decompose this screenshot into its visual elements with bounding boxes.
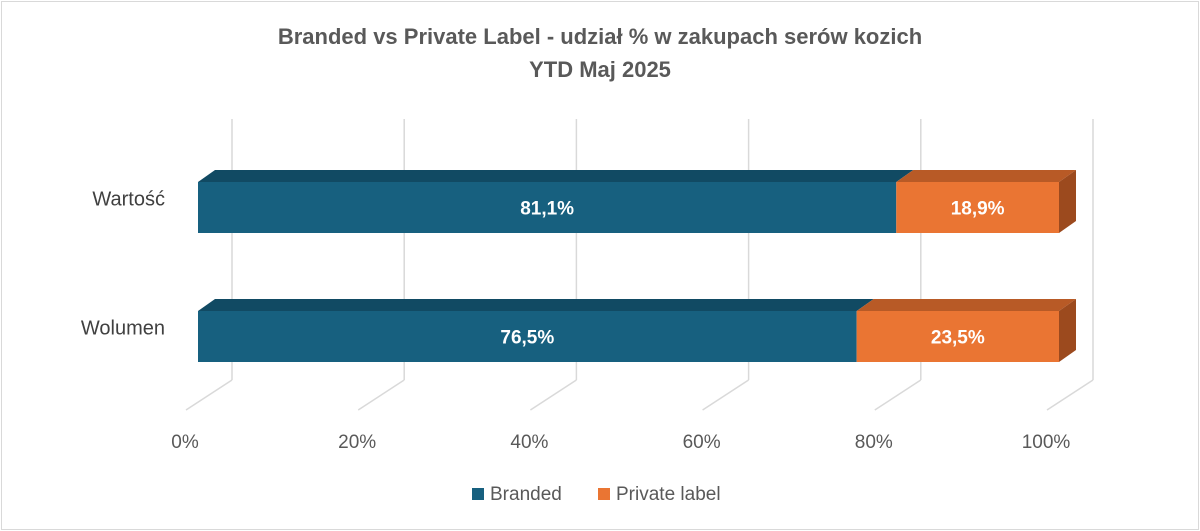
gridline-floor [529, 379, 577, 411]
gridline-floor [702, 379, 750, 411]
bar-side [1059, 299, 1076, 362]
tick-label: 20% [338, 432, 376, 453]
gridline-floor [874, 379, 922, 411]
data-label: 76,5% [500, 328, 554, 349]
legend-swatch [598, 488, 610, 500]
data-label: 81,1% [520, 199, 574, 220]
category-labels: Wartość Wolumen [81, 189, 165, 340]
bar-private-label-1 [856, 311, 1059, 362]
gridline-floor [185, 379, 233, 411]
data-label: 18,9% [951, 199, 1005, 220]
legend-label: Branded [490, 484, 562, 505]
tick-label: 100% [1022, 432, 1071, 453]
legend-swatch [472, 488, 484, 500]
category-label: Wartość [92, 189, 165, 211]
axis-ticks: 0% 20% 40% 60% 80% 100% [171, 432, 1070, 453]
gridline-floor [357, 379, 405, 411]
tick-label: 60% [683, 432, 721, 453]
tick-label: 80% [855, 432, 893, 453]
data-label: 23,5% [931, 328, 985, 349]
gridlines [185, 119, 1094, 411]
chart-title: Branded vs Private Label - udział % w za… [278, 24, 922, 49]
bar-top-wartość-0 [198, 170, 914, 182]
tick-label: 0% [171, 432, 199, 453]
bars: 81,1% 18,9% 76,5% 23,5% [198, 170, 1076, 362]
bar-top-wartość-1 [896, 170, 1076, 182]
bar-side [1059, 170, 1076, 233]
legend: Branded Private label [472, 484, 721, 505]
bar-branded-1 [198, 311, 857, 362]
category-label: Wolumen [81, 318, 165, 340]
gridline-floor [1046, 379, 1094, 411]
bar-branded-0 [198, 182, 897, 233]
bar-top-wolumen-0 [198, 299, 874, 311]
bar-private-label-0 [896, 182, 1059, 233]
chart-subtitle: YTD Maj 2025 [529, 57, 671, 82]
tick-label: 40% [510, 432, 548, 453]
legend-label: Private label [616, 484, 721, 505]
bar-top-wolumen-1 [856, 299, 1076, 311]
